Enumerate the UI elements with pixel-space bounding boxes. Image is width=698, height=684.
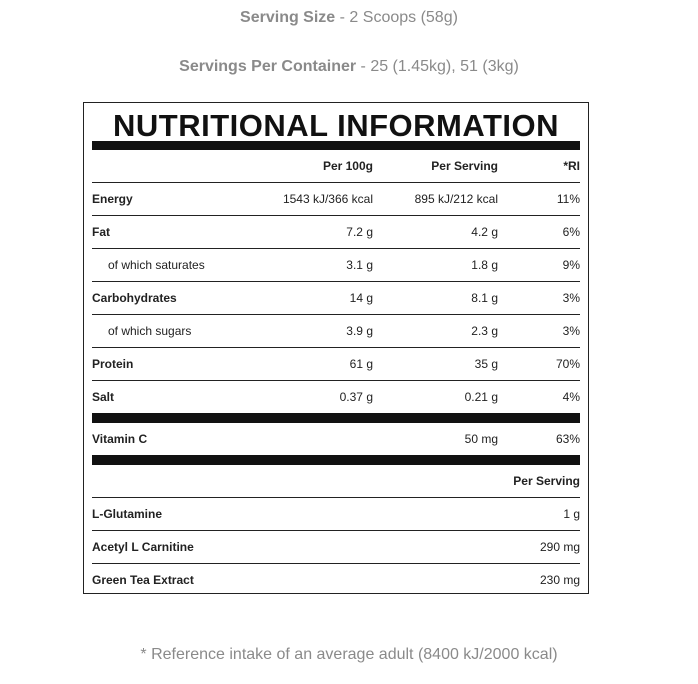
row-per100g: 7.2 g — [346, 225, 373, 239]
extras-per-serving-header: Per Serving — [513, 474, 580, 488]
table-row-acetyl-l-carnitine: Acetyl L Carnitine 290 mg — [92, 531, 580, 564]
row-name: Carbohydrates — [92, 291, 177, 305]
row-per-serving: 8.1 g — [471, 291, 498, 305]
row-per-serving: 1.8 g — [471, 258, 498, 272]
row-name: Protein — [92, 357, 134, 371]
row-per-serving: 0.21 g — [464, 390, 498, 404]
row-name: Salt — [92, 390, 115, 404]
row-per100g: 3.1 g — [346, 258, 373, 272]
table-row-salt: Salt 0.37 g 0.21 g 4% — [92, 381, 580, 414]
servings-per-container-label: Servings Per Container — [179, 58, 357, 75]
row-ri: 6% — [562, 225, 580, 239]
row-per-serving: 230 mg — [539, 573, 580, 587]
col-per-serving: Per Serving — [431, 159, 498, 173]
row-ri: 70% — [555, 357, 580, 371]
row-per-serving: 4.2 g — [471, 225, 498, 239]
table-row-protein: Protein 61 g 35 g 70% — [92, 348, 580, 381]
row-name: Acetyl L Carnitine — [92, 540, 194, 554]
row-per-serving: 290 mg — [539, 540, 580, 554]
nutrition-panel: NUTRITIONAL INFORMATION Per 100g Per Ser… — [83, 102, 589, 594]
table-row-green-tea-extract: Green Tea Extract 230 mg — [92, 564, 580, 597]
row-per100g: 14 g — [349, 291, 373, 305]
row-ri: 11% — [556, 192, 580, 206]
row-per-serving: 35 g — [474, 357, 498, 371]
row-name: Energy — [92, 192, 133, 206]
row-name: L-Glutamine — [92, 507, 163, 521]
table-row-carbohydrates: Carbohydrates 14 g 8.1 g 3% — [92, 282, 580, 315]
row-name: of which saturates — [108, 258, 205, 272]
row-name: Fat — [92, 225, 110, 239]
servings-per-container-value: - 25 (1.45kg), 51 (3kg) — [356, 58, 519, 75]
col-ri: *RI — [563, 159, 580, 173]
servings-per-container: Servings Per Container - 25 (1.45kg), 51… — [0, 58, 698, 76]
row-per100g: 1543 kJ/366 kcal — [282, 192, 373, 206]
column-header-row: Per 100g Per Serving *RI — [92, 150, 580, 183]
row-per-serving: 1 g — [563, 507, 580, 521]
table-row-l-glutamine: L-Glutamine 1 g — [92, 498, 580, 531]
table-row-saturates: of which saturates 3.1 g 1.8 g 9% — [92, 249, 580, 282]
table-row-fat: Fat 7.2 g 4.2 g 6% — [92, 216, 580, 249]
row-name: of which sugars — [108, 324, 192, 338]
reference-intake-footnote: * Reference intake of an average adult (… — [140, 646, 558, 663]
table-row-energy: Energy 1543 kJ/366 kcal 895 kJ/212 kcal … — [92, 183, 580, 216]
divider-bar-middle — [92, 413, 580, 423]
row-ri: 63% — [555, 432, 580, 446]
table-row-vitamin-c: Vitamin C 50 mg 63% — [92, 423, 580, 456]
row-per100g: 0.37 g — [339, 390, 373, 404]
divider-bar-lower — [92, 455, 580, 465]
row-ri: 4% — [562, 390, 580, 404]
panel-title: NUTRITIONAL INFORMATION — [112, 108, 560, 143]
row-per-serving: 895 kJ/212 kcal — [414, 192, 498, 206]
row-ri: 3% — [562, 324, 580, 338]
row-per-serving: 2.3 g — [471, 324, 498, 338]
table-row-sugars: of which sugars 3.9 g 2.3 g 3% — [92, 315, 580, 348]
row-name: Green Tea Extract — [92, 573, 194, 587]
row-name: Vitamin C — [92, 432, 148, 446]
row-per-serving: 50 mg — [464, 432, 498, 446]
col-per100g: Per 100g — [322, 159, 373, 173]
serving-size: Serving Size - 2 Scoops (58g) — [0, 9, 698, 27]
serving-size-value: - 2 Scoops (58g) — [335, 9, 458, 26]
serving-size-label: Serving Size — [240, 9, 336, 26]
row-ri: 9% — [562, 258, 580, 272]
divider-bar-top — [92, 141, 580, 150]
row-per100g: 61 g — [349, 357, 373, 371]
row-ri: 3% — [562, 291, 580, 305]
row-per100g: 3.9 g — [346, 324, 373, 338]
extras-header-row: Per Serving — [92, 465, 580, 498]
